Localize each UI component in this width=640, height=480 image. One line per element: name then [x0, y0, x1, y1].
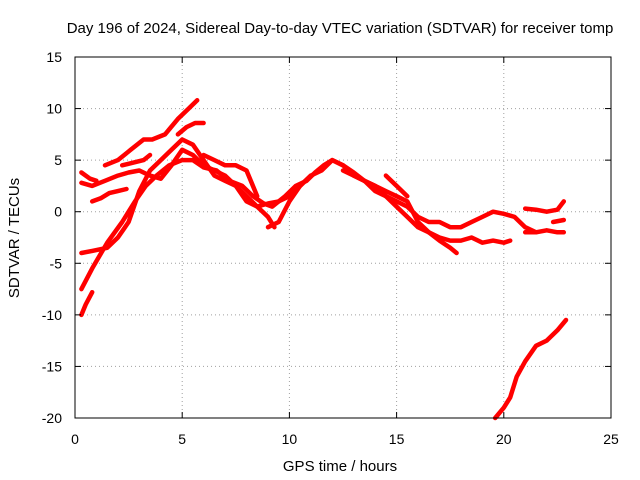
y-tick-label: 15 [46, 49, 62, 65]
y-tick-label: 0 [54, 204, 62, 220]
series-line-arc-l [340, 168, 539, 235]
y-tick-label: -10 [42, 307, 62, 323]
series-line-arc-p [550, 217, 567, 225]
x-tick-label: 25 [603, 431, 619, 447]
series-line-arc-g [102, 98, 200, 168]
series-line-arc-n [522, 228, 567, 235]
data-series [79, 98, 569, 421]
series-line-arc-f [89, 186, 129, 204]
y-axis-title: SDTVAR / TECUs [6, 178, 23, 298]
chart-title: Day 196 of 2024, Sidereal Day-to-day VTE… [67, 20, 614, 37]
plot-frame [74, 56, 612, 419]
series-line-arc-j [201, 152, 260, 199]
y-tick-label: 5 [54, 152, 62, 168]
axes: 0 5 10 15 20 25 15 10 5 0 -5 -10 -15 -20 [42, 49, 619, 447]
y-tick-label: -15 [42, 358, 62, 374]
x-tick-label: 10 [282, 431, 298, 447]
series-line-arc-q [492, 317, 569, 421]
y-tick-label: 10 [46, 101, 62, 117]
series-line-arc-e [79, 289, 95, 318]
series-line-arc-d [79, 137, 277, 256]
x-tick-label: 5 [178, 431, 186, 447]
x-axis-title: GPS time / hours [283, 458, 397, 475]
series-line-arc-o [522, 199, 567, 214]
x-tick-label: 0 [71, 431, 79, 447]
series-line-arc-c [79, 170, 99, 184]
series-line-arc-k [265, 173, 314, 230]
x-tick-label: 15 [389, 431, 405, 447]
series-line-arc-m [383, 173, 410, 199]
series-line-arc-h [175, 120, 206, 137]
y-tick-label: -20 [42, 410, 62, 426]
y-tick-label: -5 [50, 255, 63, 271]
grid-lines [75, 57, 611, 418]
x-tick-label: 20 [496, 431, 512, 447]
series-line-arc-b [79, 147, 513, 245]
series-line-arc-i [119, 152, 153, 168]
